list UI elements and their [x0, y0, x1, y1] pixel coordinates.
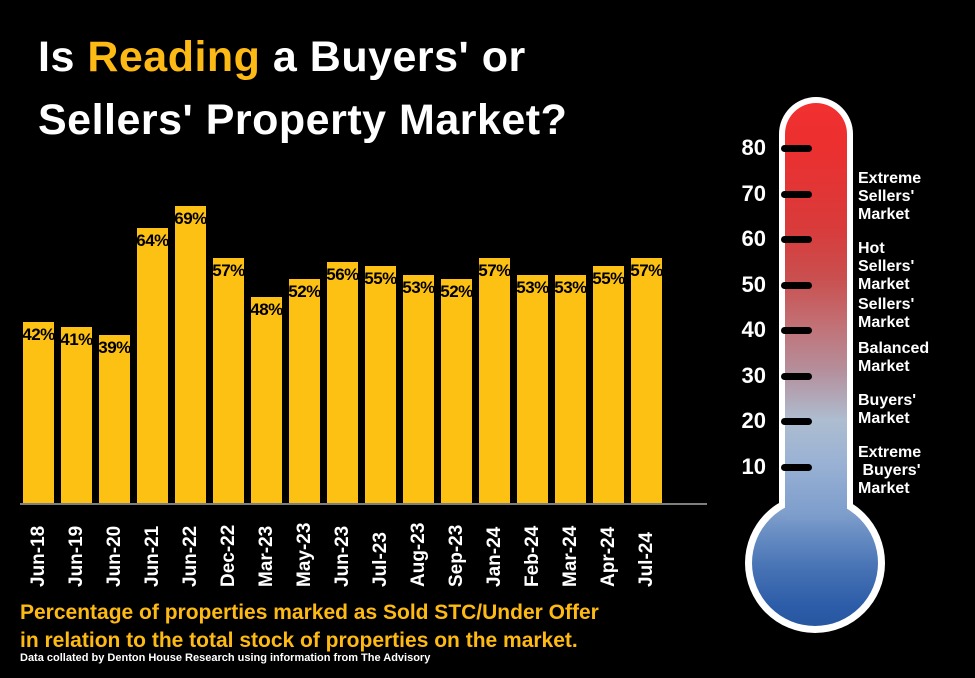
thermometer-tick-mark: [781, 236, 812, 243]
thermometer-tick-mark: [781, 190, 812, 198]
thermometer-scale-value: 60: [741, 226, 766, 251]
bar-value-label: 41%: [60, 330, 93, 349]
x-axis-label: Feb-24: [521, 525, 543, 587]
bar-value-label: 57%: [478, 261, 511, 280]
x-axis-label: Aug-23: [407, 522, 429, 587]
x-axis-label: Jul-24: [635, 532, 657, 587]
thermometer-tube-gradient: [785, 103, 847, 520]
bar: 39%: [98, 335, 131, 503]
bar: 57%: [478, 258, 511, 503]
bar: 53%: [516, 275, 549, 503]
bar-value-label: 53%: [554, 278, 587, 297]
x-axis-label: May-23: [293, 522, 315, 587]
bar-value-label: 69%: [174, 209, 207, 228]
data-source-note: Data collated by Denton House Research u…: [20, 652, 431, 664]
x-axis-label: Jun-22: [179, 525, 201, 587]
thermometer: 80 70 60 50 40 30 20 10 Extreme Sellers' Market H…: [700, 80, 975, 660]
x-axis-label: Jun-18: [27, 525, 49, 587]
bar: 53%: [554, 275, 587, 503]
x-axis-label: Dec-22: [217, 524, 239, 587]
thermometer-zone-label: Extreme Buyers' Market: [858, 444, 922, 497]
thermometer-scale-value: 40: [741, 317, 766, 342]
bar-value-label: 42%: [22, 325, 55, 344]
thermometer-tick-mark: [781, 463, 812, 471]
thermometer-bulb: [752, 500, 878, 626]
bar: 55%: [364, 266, 397, 503]
bar: 64%: [136, 228, 169, 503]
x-axis-line: [20, 503, 707, 505]
thermometer-tick-mark: [781, 418, 812, 425]
bar: 52%: [440, 279, 473, 503]
bar: 41%: [60, 327, 93, 503]
bar: 42%: [22, 322, 55, 503]
thermometer-tick-mark: [781, 145, 812, 152]
x-axis-label: Mar-23: [255, 525, 277, 587]
bar-value-label: 57%: [212, 261, 245, 280]
thermometer-scale-value: 20: [741, 408, 766, 433]
thermometer-tick-mark: [781, 372, 812, 380]
title-highlight: Reading: [87, 33, 261, 81]
x-axis-label: Jun-21: [141, 525, 163, 587]
bar: 56%: [326, 262, 359, 503]
bar-value-label: 52%: [288, 282, 321, 301]
thermometer-zone-label: Sellers' Market: [858, 296, 915, 331]
thermometer-tick-mark: [781, 281, 812, 289]
bar-chart: 42% Jun-18 41% Jun-19 39% Jun-20 64% Jun-21 69% J…: [20, 206, 707, 587]
thermometer-zone-label: Extreme Sellers' Market: [858, 170, 922, 223]
bar-value-label: 39%: [98, 338, 131, 357]
bar: 52%: [288, 279, 321, 503]
thermometer-zone-label: Hot Sellers' Market: [858, 240, 915, 293]
bar-value-label: 56%: [326, 265, 359, 284]
thermometer-scale-value: 80: [741, 135, 766, 160]
x-axis-label: Mar-24: [559, 525, 581, 587]
title-line-2: Sellers' Property Market?: [38, 96, 568, 144]
bar-value-label: 55%: [364, 269, 397, 288]
title-line-1: Is Reading a Buyers' or: [38, 26, 567, 89]
caption-line-1: Percentage of properties marked as Sold …: [20, 601, 599, 624]
x-axis-label: Jun-19: [65, 525, 87, 587]
bar: 53%: [402, 275, 435, 503]
bar: 57%: [212, 258, 245, 503]
x-axis-label: Jun-23: [331, 525, 353, 587]
thermometer-zone-label: Buyers' Market: [858, 392, 917, 427]
bar: 69%: [174, 206, 207, 503]
bar-value-label: 53%: [402, 278, 435, 297]
x-axis-label: Apr-24: [597, 526, 619, 587]
thermometer-scale-value: 10: [741, 453, 766, 479]
thermometer-scale-value: 50: [741, 271, 766, 297]
x-axis-label: Jan-24: [483, 526, 505, 587]
bar: 55%: [592, 266, 625, 503]
thermometer-zone-label: Balanced Market: [858, 340, 930, 375]
thermometer-scale-value: 30: [741, 362, 766, 388]
title-suffix: a Buyers' or: [260, 33, 526, 81]
bar-value-label: 55%: [592, 269, 625, 288]
thermometer-scale-value: 70: [741, 180, 766, 206]
bar: 48%: [250, 297, 283, 503]
bar-value-label: 48%: [250, 300, 283, 319]
chart-caption: Percentage of properties marked as Sold …: [20, 599, 599, 655]
bar: 57%: [630, 258, 663, 503]
x-axis-label: Jul-23: [369, 532, 391, 587]
bar-value-label: 52%: [440, 282, 473, 301]
page-title: Is Reading a Buyers' or Sellers' Propert…: [38, 26, 567, 152]
title-prefix: Is: [38, 33, 88, 81]
bar-value-label: 57%: [630, 261, 663, 280]
bar-value-label: 64%: [136, 231, 169, 250]
bar-value-label: 53%: [516, 278, 549, 297]
x-axis-label: Sep-23: [445, 524, 467, 587]
x-axis-label: Jun-20: [103, 525, 125, 587]
thermometer-tick-mark: [781, 327, 812, 334]
caption-line-2: in relation to the total stock of proper…: [20, 629, 578, 652]
